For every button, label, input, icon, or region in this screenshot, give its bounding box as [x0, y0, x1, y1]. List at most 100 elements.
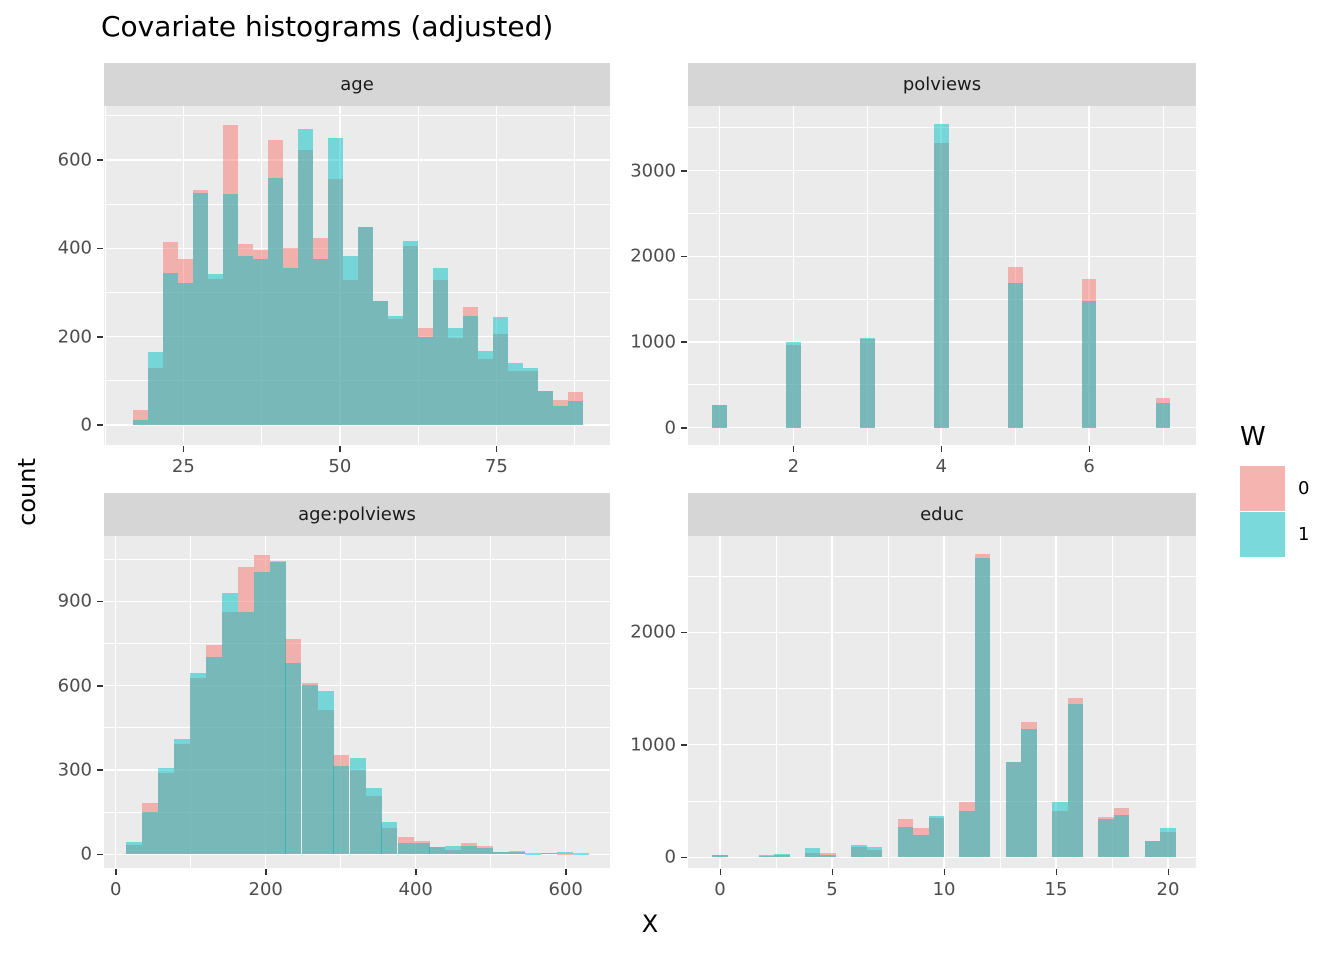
x-tick-mark — [115, 869, 117, 875]
y-tick-mark — [97, 159, 103, 161]
x-axis-title: X — [641, 910, 659, 938]
gridline-minor-v — [866, 106, 868, 445]
gridline-major-v — [831, 536, 833, 868]
hist-bar-w1 — [282, 268, 298, 425]
hist-bar-w1 — [238, 611, 255, 855]
hist-bar-w1 — [237, 256, 253, 425]
hist-bar-w1 — [476, 847, 493, 855]
hist-bar-w1 — [297, 128, 313, 425]
facet-strip-age:polviews: age:polviews — [104, 493, 610, 536]
hist-bar-w1 — [445, 845, 462, 855]
y-tick-mark — [681, 341, 687, 344]
hist-bar-w1 — [125, 842, 142, 855]
gridline-major-h — [104, 853, 610, 855]
hist-bar-w1 — [192, 193, 208, 425]
gridline-major-h — [104, 159, 610, 161]
gridline-minor-h — [688, 575, 1196, 577]
hist-bar-w1 — [866, 847, 883, 858]
x-tick-mark — [831, 869, 834, 875]
x-tick-label: 0 — [714, 879, 726, 900]
legend-swatch-w0-icon — [1240, 466, 1285, 511]
hist-bar-w1 — [493, 317, 509, 425]
hist-bar-w1 — [820, 855, 836, 858]
hist-bar-w1 — [177, 282, 193, 425]
hist-bar-w1 — [959, 810, 975, 858]
y-tick-mark — [97, 336, 103, 338]
legend-key-w1 — [1240, 512, 1285, 557]
x-tick-label: 20 — [1156, 879, 1180, 900]
hist-bar-w1 — [157, 768, 174, 855]
gridline-major-h — [688, 856, 1196, 858]
hist-bar-w1 — [349, 758, 366, 855]
hist-bar-w1 — [365, 788, 382, 855]
hist-bar-w1 — [524, 853, 541, 855]
facet-panel-age:polviews — [104, 536, 610, 868]
facet-strip-label: age — [340, 74, 374, 95]
gridline-minor-v — [490, 536, 492, 868]
gridline-major-h — [688, 426, 1196, 429]
x-tick-label: 6 — [1083, 456, 1095, 477]
x-tick-label: 4 — [935, 456, 947, 477]
x-tick-mark — [339, 446, 341, 452]
hist-bar-w1 — [388, 315, 404, 425]
hist-bar-w1 — [207, 273, 223, 425]
gridline-major-v — [792, 106, 794, 445]
x-tick-mark — [1167, 869, 1170, 875]
hist-bar-w1 — [333, 765, 350, 855]
y-tick-label: 200 — [57, 326, 92, 348]
gridline-minor-v — [1111, 536, 1113, 868]
plot-title: Covariate histograms (adjusted) — [101, 10, 554, 43]
gridline-major-v — [564, 536, 567, 868]
hist-bar-w1 — [1067, 703, 1083, 858]
facet-panel-educ — [688, 536, 1196, 868]
hist-bar-w1 — [463, 315, 479, 425]
gridline-major-h — [688, 631, 1196, 633]
hist-bar-w0 — [820, 853, 836, 858]
y-tick-mark — [97, 424, 103, 427]
x-tick-mark — [495, 446, 498, 452]
hist-bar-w1 — [132, 419, 148, 425]
gridline-major-v — [943, 536, 945, 868]
hist-bar-w1 — [568, 401, 584, 425]
gridline-minor-h — [104, 203, 610, 205]
gridline-minor-v — [340, 536, 342, 868]
x-tick-mark — [565, 869, 567, 875]
gridline-major-v — [1088, 106, 1090, 445]
hist-bar-w1 — [913, 834, 929, 858]
hist-bar-w1 — [312, 259, 328, 425]
x-tick-label: 25 — [171, 456, 195, 477]
hist-bar-w1 — [859, 337, 875, 428]
x-tick-label: 400 — [398, 879, 433, 900]
hist-bar-w1 — [508, 363, 524, 425]
y-tick-mark — [97, 247, 103, 250]
gridline-major-v — [1055, 536, 1057, 868]
x-tick-mark — [940, 446, 943, 452]
facet-strip-label: age:polviews — [298, 504, 416, 525]
x-tick-mark — [792, 446, 795, 452]
x-tick-label: 2 — [787, 456, 800, 477]
gridline-major-h — [104, 684, 610, 687]
gridline-major-v — [719, 536, 721, 868]
hist-bar-w1 — [429, 846, 446, 855]
y-axis-title: count — [13, 458, 41, 526]
hist-bar-w1 — [301, 685, 318, 855]
y-tick-mark — [681, 255, 687, 258]
hist-bar-w1 — [142, 811, 159, 855]
hist-bar-w1 — [1113, 815, 1130, 858]
y-tick-label: 900 — [57, 590, 92, 612]
y-tick-mark — [681, 744, 687, 746]
y-tick-mark — [681, 170, 687, 172]
x-tick-mark — [265, 869, 267, 875]
hist-bar-w1 — [523, 368, 539, 425]
x-tick-mark — [182, 446, 185, 452]
hist-bar-w1 — [162, 272, 178, 425]
gridline-major-v — [414, 536, 417, 868]
y-tick-label: 600 — [57, 675, 92, 697]
y-tick-label: 400 — [57, 237, 92, 259]
gridline-minor-v — [999, 536, 1001, 868]
hist-bar-w1 — [317, 690, 334, 855]
hist-bar-w1 — [418, 336, 434, 425]
gridline-minor-v — [775, 536, 777, 868]
hist-bar-w1 — [343, 255, 359, 425]
